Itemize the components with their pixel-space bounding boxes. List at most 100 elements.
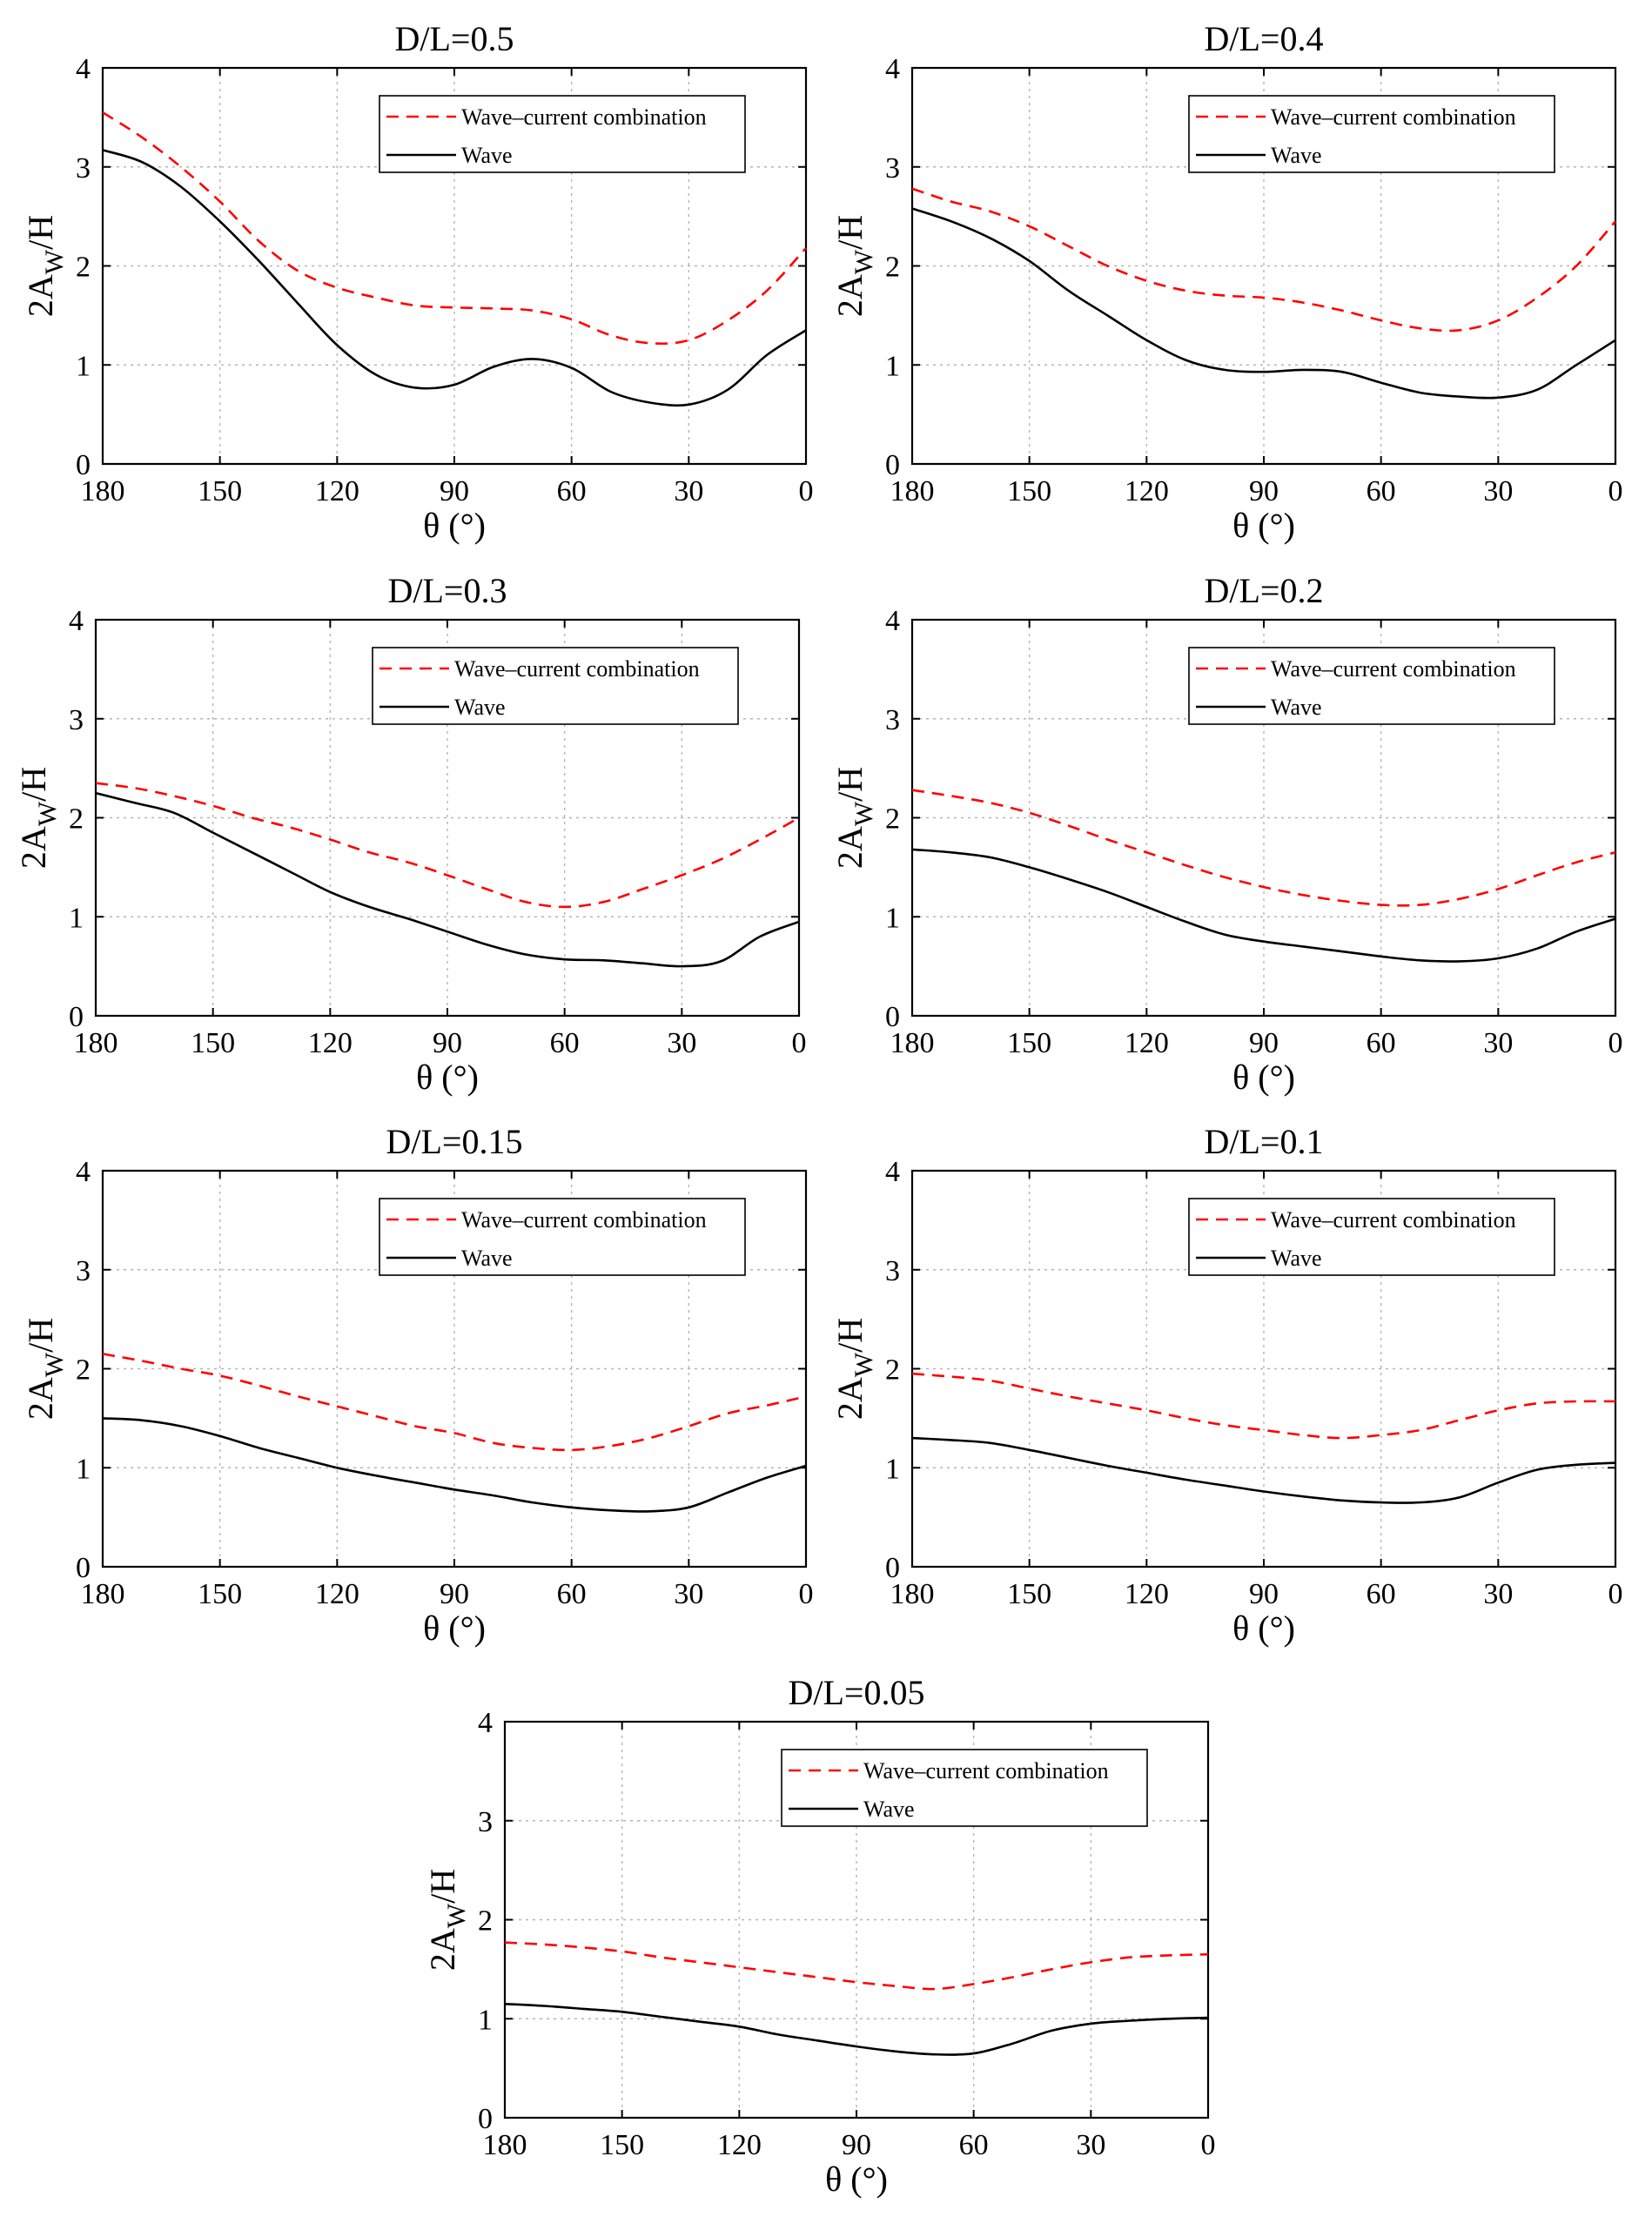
subplot-2: D/L=0.4 180 150 120 90 60 30 0 0 1 2 3 4 θ (°) 2AW/H Wa… bbox=[830, 19, 1623, 545]
legend-label: Wave bbox=[863, 1797, 915, 1822]
y-tick-label: 1 bbox=[885, 350, 900, 382]
x-tick-label: 120 bbox=[315, 1578, 359, 1610]
x-tick-label: 120 bbox=[308, 1027, 353, 1059]
y-tick-label: 0 bbox=[885, 1552, 900, 1584]
x-tick-label: 0 bbox=[1608, 475, 1623, 507]
legend-label: Wave bbox=[461, 1246, 513, 1271]
series-line-wave bbox=[911, 1436, 1616, 1504]
y-tick-label: 1 bbox=[76, 350, 91, 382]
y-tick-label: 4 bbox=[69, 605, 84, 637]
legend-label: Wave–current combination bbox=[863, 1758, 1109, 1784]
x-tick-label: 30 bbox=[667, 1027, 696, 1059]
x-tick-label: 180 bbox=[890, 1578, 935, 1610]
y-tick-label: 4 bbox=[885, 1156, 900, 1188]
x-tick-label: 150 bbox=[198, 1578, 242, 1610]
subplot-title: D/L=0.3 bbox=[388, 571, 507, 610]
x-tick-label: 30 bbox=[674, 1578, 703, 1610]
x-tick-label: 60 bbox=[1367, 475, 1396, 507]
x-tick-label: 30 bbox=[1483, 475, 1513, 507]
subplot-title: D/L=0.1 bbox=[1205, 1122, 1324, 1161]
y-tick-label: 3 bbox=[885, 152, 900, 185]
y-tick-label: 0 bbox=[885, 1001, 900, 1033]
x-tick-label: 90 bbox=[1249, 1027, 1279, 1059]
y-axis-label: 2AW/H bbox=[21, 215, 69, 317]
y-tick-label: 1 bbox=[885, 1453, 900, 1485]
x-tick-label: 120 bbox=[717, 2129, 762, 2161]
y-axis-label-tail: /H bbox=[830, 215, 870, 250]
y-tick-label: 3 bbox=[76, 152, 91, 185]
y-axis-label-subscript: W bbox=[40, 1352, 69, 1377]
y-axis-label-tail: /H bbox=[21, 1318, 60, 1353]
x-tick-label: 60 bbox=[557, 1578, 587, 1610]
x-tick-label: 120 bbox=[1125, 1578, 1169, 1610]
y-tick-label: 1 bbox=[69, 902, 84, 934]
y-tick-label: 1 bbox=[885, 902, 900, 934]
legend: Wave–current combination Wave bbox=[1188, 647, 1555, 725]
legend: Wave–current combination Wave bbox=[781, 1749, 1148, 1827]
legend: Wave–current combination Wave bbox=[1188, 95, 1555, 173]
subplot-title: D/L=0.2 bbox=[1205, 571, 1324, 610]
legend-label: Wave–current combination bbox=[1271, 104, 1516, 130]
series-line-wave-current bbox=[102, 1353, 807, 1452]
x-tick-label: 30 bbox=[1483, 1027, 1513, 1059]
y-tick-label: 0 bbox=[76, 1552, 91, 1584]
y-axis-label-tail: /H bbox=[830, 1318, 870, 1353]
legend-box bbox=[379, 95, 746, 173]
x-tick-label: 0 bbox=[792, 1027, 807, 1059]
legend-label: Wave bbox=[1271, 143, 1322, 168]
legend-label: Wave bbox=[1271, 695, 1322, 720]
legend-label: Wave bbox=[1271, 1246, 1322, 1271]
legend: Wave–current combination Wave bbox=[379, 1198, 746, 1276]
y-tick-label: 2 bbox=[885, 1354, 900, 1387]
legend-label: Wave–current combination bbox=[454, 656, 700, 682]
y-tick-label: 4 bbox=[76, 1156, 91, 1188]
series-line-wave-current bbox=[95, 782, 800, 909]
x-tick-label: 120 bbox=[1125, 475, 1169, 507]
x-axis-label: θ (°) bbox=[1232, 506, 1295, 545]
y-axis-label-main: 2A bbox=[830, 274, 870, 317]
legend-box bbox=[1188, 95, 1555, 173]
y-axis-label: 2AW/H bbox=[830, 1318, 878, 1420]
legend-label: Wave bbox=[454, 695, 506, 720]
series-line-wave bbox=[911, 848, 1616, 963]
y-axis-label-main: 2A bbox=[21, 274, 60, 317]
y-axis-label: 2AW/H bbox=[14, 767, 62, 869]
x-tick-label: 150 bbox=[191, 1027, 235, 1059]
y-tick-label: 0 bbox=[885, 449, 900, 481]
legend-box bbox=[781, 1749, 1148, 1827]
x-axis-label: θ (°) bbox=[423, 1609, 486, 1648]
x-tick-label: 90 bbox=[440, 1578, 469, 1610]
x-tick-label: 60 bbox=[1367, 1578, 1396, 1610]
legend-label: Wave–current combination bbox=[1271, 656, 1516, 682]
series-line-wave-current bbox=[504, 1941, 1209, 1991]
x-axis-label: θ (°) bbox=[1232, 1609, 1295, 1648]
x-tick-label: 150 bbox=[1007, 1027, 1051, 1059]
x-tick-label: 0 bbox=[799, 1578, 814, 1610]
y-axis-label-tail: /H bbox=[830, 767, 870, 802]
y-axis-label-main: 2A bbox=[423, 1928, 462, 1971]
subplot-3: D/L=0.3 180 150 120 90 60 30 0 0 1 2 3 4 θ (°) 2AW/H Wa… bbox=[14, 571, 807, 1097]
x-tick-label: 90 bbox=[433, 1027, 462, 1059]
y-tick-label: 2 bbox=[478, 1905, 493, 1938]
y-tick-label: 4 bbox=[885, 605, 900, 637]
y-tick-label: 4 bbox=[478, 1707, 493, 1739]
x-tick-label: 180 bbox=[81, 475, 125, 507]
subplot-6: D/L=0.1 180 150 120 90 60 30 0 0 1 2 3 4 θ (°) 2AW/H Wa… bbox=[830, 1122, 1623, 1648]
x-tick-label: 120 bbox=[315, 475, 359, 507]
y-axis-label-main: 2A bbox=[830, 826, 870, 869]
x-tick-label: 90 bbox=[1249, 475, 1279, 507]
x-tick-label: 30 bbox=[1483, 1578, 1513, 1610]
legend-box bbox=[379, 1198, 746, 1276]
x-tick-label: 0 bbox=[1608, 1027, 1623, 1059]
y-axis-label-main: 2A bbox=[21, 1377, 60, 1420]
y-tick-label: 1 bbox=[478, 2004, 493, 2036]
x-tick-label: 180 bbox=[74, 1027, 118, 1059]
y-tick-label: 3 bbox=[76, 1255, 91, 1287]
y-tick-label: 2 bbox=[76, 252, 91, 284]
series-line-wave bbox=[911, 207, 1616, 400]
x-tick-label: 180 bbox=[81, 1578, 125, 1610]
legend-box bbox=[1188, 1198, 1555, 1276]
